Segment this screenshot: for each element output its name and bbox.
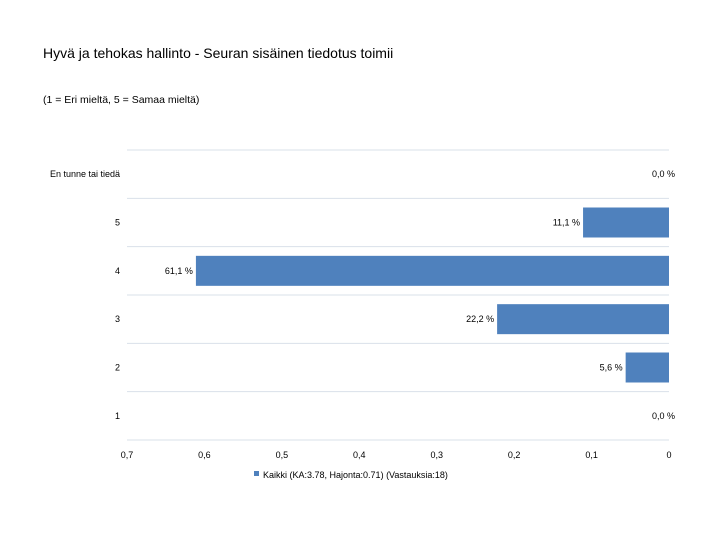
category-label: 5 [115,218,120,228]
legend-swatch [254,471,259,476]
bar [497,304,669,335]
x-tick-label: 0,4 [353,450,366,460]
data-label: 5,6 % [600,363,623,373]
bar [195,255,669,286]
chart-title: Hyvä ja tehokas hallinto - Seuran sisäin… [43,45,394,61]
x-tick-label: 0,5 [276,450,289,460]
data-label: 61,1 % [165,266,193,276]
legend: Kaikki (KA:3.78, Hajonta:0.71) (Vastauks… [254,470,448,480]
bars [195,207,669,383]
x-tick-label: 0,1 [585,450,598,460]
x-tick-label: 0,2 [508,450,521,460]
category-label: En tunne tai tiedä [50,169,120,179]
legend-label: Kaikki (KA:3.78, Hajonta:0.71) (Vastauks… [263,470,448,480]
bar [583,207,669,238]
category-labels: En tunne tai tiedä 5 4 3 2 1 [50,169,120,421]
data-label: 11,1 % [553,218,580,228]
grid-lines [127,149,669,441]
category-label: 3 [115,314,120,324]
data-labels: 0,0 % 11,1 % 61,1 % 22,2 % 5,6 % 0,0 % [165,169,675,421]
data-label: 0,0 % [652,169,675,179]
data-label: 0,0 % [652,411,675,421]
bar [625,352,669,383]
x-tick-label: 0,6 [198,450,211,460]
x-tick-label: 0,3 [430,450,443,460]
x-tick-label: 0,7 [121,450,134,460]
x-tick-label: 0 [666,450,671,460]
x-tick-labels: 0,7 0,6 0,5 0,4 0,3 0,2 0,1 0 [121,450,672,460]
chart-subtitle: (1 = Eri mieltä, 5 = Samaa mieltä) [43,94,200,106]
category-label: 4 [115,266,120,276]
category-label: 1 [115,411,120,421]
data-label: 22,2 % [466,314,494,324]
category-label: 2 [115,363,120,373]
